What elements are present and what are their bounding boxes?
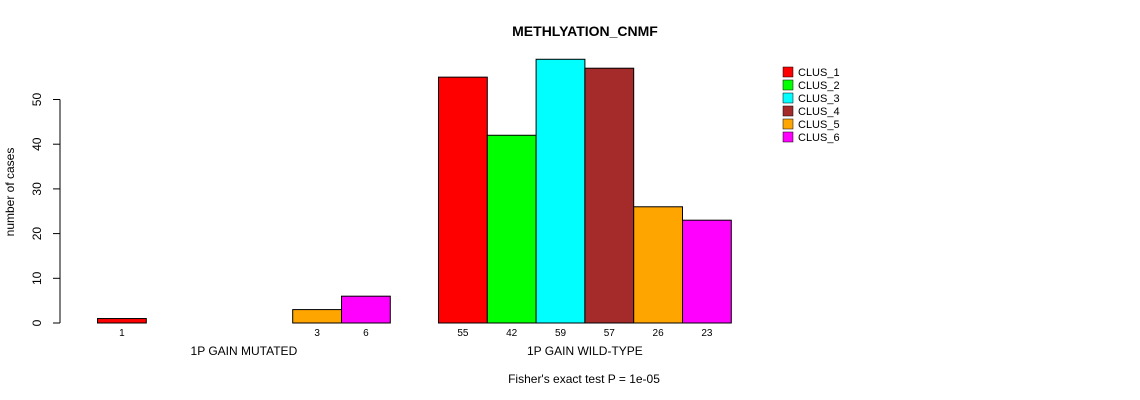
y-tick-label: 40 [30,137,44,151]
group-label: 1P GAIN MUTATED [191,344,298,358]
bar-clus-1-group-1 [97,318,147,324]
bar-value-label: 57 [604,328,616,339]
y-axis-label: number of cases [3,148,17,237]
bar-value-label: 1 [119,328,125,339]
bar-clus-3-group-2 [535,58,586,324]
bar-clus-6-group-2 [682,219,732,324]
fisher-test-footnote: Fisher's exact test P = 1e-05 [508,372,660,386]
legend-label: CLUS_3 [798,93,840,105]
legend-label: CLUS_1 [798,67,840,79]
legend-swatch [782,118,794,130]
group-labels: 1P GAIN MUTATED 1P GAIN WILD-TYPE [191,344,643,358]
legend-swatch [782,92,794,104]
y-axis: 0 10 20 30 40 50 [30,93,61,326]
y-tick-label: 30 [30,182,44,196]
bar-value-label: 23 [701,328,713,339]
y-tick-label: 20 [30,227,44,241]
legend-swatch [782,131,794,143]
legend-label: CLUS_6 [798,132,840,144]
bar-clus-4-group-2 [584,67,635,324]
legend-label: CLUS_5 [798,119,840,131]
legend-swatch [782,105,794,117]
legend-swatch [782,66,794,78]
group-label: 1P GAIN WILD-TYPE [527,344,643,358]
legend-label: CLUS_4 [798,106,840,118]
bar-value-label: 59 [555,328,567,339]
y-tick-label: 0 [30,319,44,326]
bar-value-label: 55 [457,328,469,339]
bar-clus-1-group-2 [438,76,488,324]
y-tick-label: 50 [30,93,44,107]
bars: 1 3 6 55 42 59 57 26 23 [97,58,732,339]
legend-swatch [782,79,794,91]
bar-clus-6-group-1 [341,295,391,324]
chart-title: METHLYATION_CNMF [512,23,658,39]
bar-clus-2-group-2 [486,134,537,324]
y-tick-label: 10 [30,271,44,285]
bar-value-label: 3 [314,328,320,339]
bar-value-label: 42 [506,328,518,339]
bar-value-label: 6 [363,328,369,339]
bar-value-label: 26 [653,328,665,339]
legend-label: CLUS_2 [798,80,840,92]
bar-clus-5-group-1 [292,309,343,324]
bar-clus-5-group-2 [633,206,684,324]
